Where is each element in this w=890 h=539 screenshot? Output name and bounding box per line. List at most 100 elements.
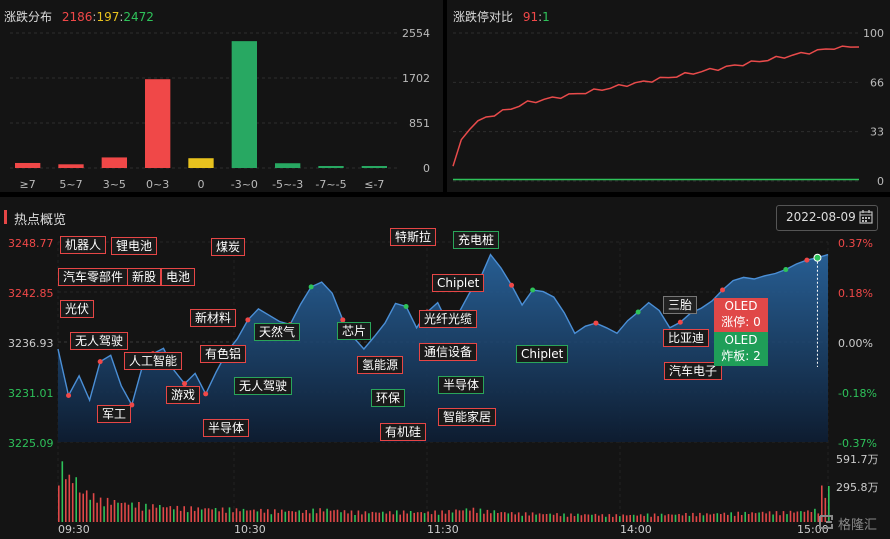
hot-tag[interactable]: 充电桩	[453, 231, 500, 249]
hot-tag[interactable]: 光伏	[60, 300, 95, 318]
right-tick-4: -0.37%	[838, 437, 877, 450]
hot-tag[interactable]: 有色铝	[200, 345, 247, 363]
hot-tag[interactable]: Chiplet	[516, 345, 569, 363]
hot-tag[interactable]: 环保	[371, 389, 406, 407]
marker-dot	[783, 267, 789, 273]
volume-bar	[274, 509, 276, 522]
y-tick-label: 2554	[402, 27, 430, 40]
hot-tag[interactable]: 无人驾驶	[70, 332, 129, 350]
volume-bar	[451, 512, 454, 522]
volume-bar	[329, 510, 332, 522]
volume-bar	[294, 511, 297, 522]
marker-dot	[677, 319, 683, 325]
oled-up-text: 涨停: 0	[721, 315, 761, 329]
volume-bar	[807, 510, 809, 522]
volume-bar	[716, 513, 719, 522]
date-picker[interactable]: 2022-08-09	[776, 205, 878, 231]
marker-dot	[530, 287, 536, 293]
hot-tag[interactable]: 煤炭	[211, 238, 246, 256]
hot-tag[interactable]: 游戏	[166, 386, 201, 404]
calendar-icon[interactable]	[859, 209, 873, 228]
hot-tag[interactable]: Chiplet	[432, 274, 485, 292]
volume-bar	[507, 513, 510, 522]
volume-bar	[699, 512, 701, 522]
hot-tag[interactable]: 人工智能	[124, 352, 183, 370]
volume-bar	[817, 513, 820, 522]
dist-chart: 2554 1702 851 0 ≥7 5~7 3~5 0~3 0 -3~0 -5~-3 -7~-5 ≤-…	[10, 27, 430, 191]
hot-tag[interactable]: 汽车零部件	[58, 268, 129, 286]
volume-bar	[284, 511, 287, 522]
hot-tag[interactable]: 光纤光缆	[419, 310, 478, 328]
volume-bar	[350, 510, 353, 522]
volume-bar	[179, 510, 182, 522]
volume-bar	[744, 511, 746, 522]
volume-bar	[78, 492, 81, 522]
volume-bar	[270, 514, 273, 522]
hot-tag[interactable]: 新股	[127, 268, 162, 286]
volume-bar	[692, 512, 694, 522]
volume-bar	[472, 507, 475, 522]
dist-title: 涨跌分布	[4, 10, 53, 24]
bar	[188, 158, 214, 168]
cursor-dot	[813, 253, 822, 262]
volume-bar	[361, 514, 363, 522]
volume-bar	[681, 515, 684, 522]
volume-bar	[789, 510, 792, 522]
hot-tag[interactable]: 三胎	[663, 296, 698, 314]
volume-bar	[92, 493, 95, 522]
volume-bar	[389, 511, 391, 522]
volume-bar	[723, 512, 726, 522]
hot-tag[interactable]: 半导体	[203, 419, 250, 437]
volume-bar	[409, 511, 412, 522]
hot-tag[interactable]: 芯片	[337, 322, 372, 340]
marker-dot	[182, 381, 188, 387]
volume-bar	[448, 510, 450, 522]
hot-tag[interactable]: 军工	[97, 405, 132, 423]
volume-bar	[75, 477, 77, 522]
x-tick-label: -7~-5	[315, 178, 346, 191]
hot-tag[interactable]: 半导体	[438, 376, 485, 394]
hot-tag[interactable]: 有机硅	[380, 423, 427, 441]
volume-bar	[82, 493, 84, 522]
volume-bar	[214, 508, 217, 522]
hot-tag[interactable]: 氢能源	[357, 356, 404, 374]
volume-bar	[127, 504, 130, 522]
volume-bar	[598, 515, 600, 522]
volume-bar	[347, 513, 349, 522]
hot-tag[interactable]: 锂电池	[111, 237, 158, 255]
volume-bar	[124, 502, 126, 522]
volume-bar	[737, 511, 739, 522]
dist-flat-count: 197	[96, 10, 120, 24]
volume-bar	[399, 514, 401, 522]
volume-bar	[315, 513, 318, 522]
volume-bar	[486, 509, 489, 522]
hot-tag[interactable]: 比亚迪	[663, 329, 710, 347]
volume-bar	[458, 510, 461, 522]
volume-bar	[368, 513, 370, 522]
hot-tag[interactable]: 智能家居	[438, 408, 497, 426]
volume-bar	[106, 497, 109, 522]
volume-bar	[504, 512, 506, 522]
volume-bar	[639, 514, 642, 522]
volume-bar	[113, 500, 116, 522]
volume-bar	[99, 497, 102, 522]
hot-tag[interactable]: 汽车电子	[664, 362, 723, 380]
volume-bar	[249, 510, 252, 522]
hot-tag[interactable]: 机器人	[60, 236, 107, 254]
y-tick-label: 66	[870, 76, 884, 89]
hot-tag[interactable]: 特斯拉	[390, 228, 437, 246]
time-tick-2: 11:30	[427, 523, 459, 536]
volume-bar	[490, 513, 492, 522]
hot-tag[interactable]: 通信设备	[419, 343, 478, 361]
volume-bar	[761, 511, 764, 522]
volume-bar	[563, 513, 565, 522]
volume-bar	[800, 511, 802, 522]
volume-bar	[594, 513, 597, 522]
hot-tag[interactable]: 天然气	[254, 323, 301, 341]
hot-tag[interactable]: 无人驾驶	[234, 377, 293, 395]
volume-bar	[298, 510, 300, 522]
hot-tag[interactable]: 电池	[161, 268, 196, 286]
time-tick-3: 14:00	[620, 523, 652, 536]
volume-bar	[462, 510, 464, 522]
hot-tag[interactable]: 新材料	[190, 309, 237, 327]
